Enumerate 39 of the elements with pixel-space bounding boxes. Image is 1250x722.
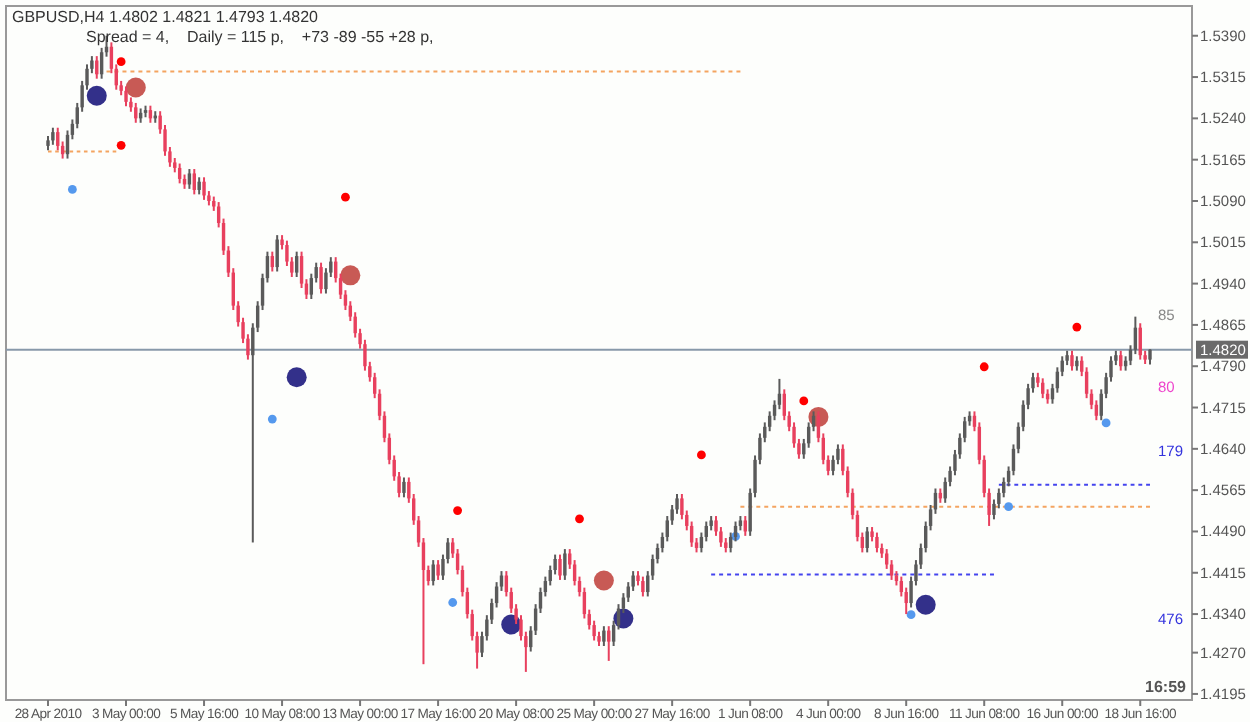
candlestick [192,168,196,196]
candlestick [202,176,206,201]
point [286,367,307,388]
point [116,57,126,67]
point [1072,322,1082,332]
point [697,450,706,460]
candlestick [558,553,562,581]
point [67,185,77,194]
candlestick [402,476,406,499]
point [593,570,614,591]
candlestick [1070,349,1074,372]
point [125,77,146,98]
point [979,362,989,372]
point [1101,418,1111,428]
point [86,85,107,106]
candlestick [602,625,606,648]
point [267,414,277,424]
candlestick [563,548,567,581]
point [453,506,462,515]
point [341,192,350,202]
candlestick [875,531,879,554]
point [448,598,458,607]
point [116,140,126,150]
point [906,610,916,620]
point [915,594,936,615]
candlestick [275,234,279,273]
candlestick [319,261,323,295]
point [799,396,809,406]
point [1004,502,1013,512]
candlestick [641,575,645,598]
candlestick [294,250,299,278]
point [575,514,584,524]
candlestick [436,559,440,581]
chart-title: GBPUSD,H4 1.4802 1.4821 1.4793 1.4820 [12,8,320,26]
text: Spread = 4, Daily = 115 p, +73 -89 -55 +28 p, [86,28,434,46]
annotation: 16:59 [1145,678,1188,696]
point [340,265,361,286]
candlestick [865,526,869,554]
candlestick [124,85,128,108]
